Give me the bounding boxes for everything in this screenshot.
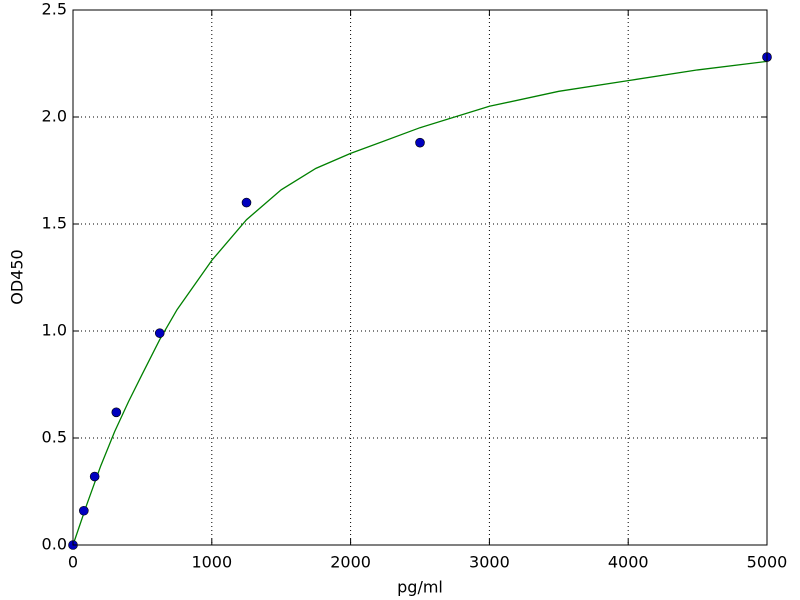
x-tick-label: 5000 bbox=[747, 553, 788, 572]
data-point bbox=[241, 197, 252, 208]
data-point bbox=[89, 471, 100, 482]
y-tick-label: 0.5 bbox=[42, 428, 67, 447]
x-tick-label: 2000 bbox=[330, 553, 371, 572]
fit-curve bbox=[72, 60, 768, 546]
data-point bbox=[79, 505, 89, 516]
x-tick-label: 3000 bbox=[469, 553, 510, 572]
y-tick-label: 2.0 bbox=[42, 107, 67, 126]
y-tick-label: 1.5 bbox=[42, 214, 67, 233]
y-tick-label: 2.5 bbox=[42, 0, 67, 19]
y-axis-label: OD450 bbox=[8, 249, 27, 304]
x-tick-label: 1000 bbox=[191, 553, 232, 572]
data-point bbox=[415, 137, 425, 148]
data-point bbox=[154, 328, 165, 338]
y-tick-label: 1.0 bbox=[42, 321, 67, 340]
y-tick-label: 0.0 bbox=[42, 535, 67, 554]
plot-frame bbox=[72, 9, 768, 546]
data-point bbox=[111, 407, 122, 418]
x-axis-label: pg/ml bbox=[397, 578, 443, 597]
x-tick-label: 4000 bbox=[608, 553, 649, 572]
x-tick-label: 0 bbox=[68, 553, 78, 572]
